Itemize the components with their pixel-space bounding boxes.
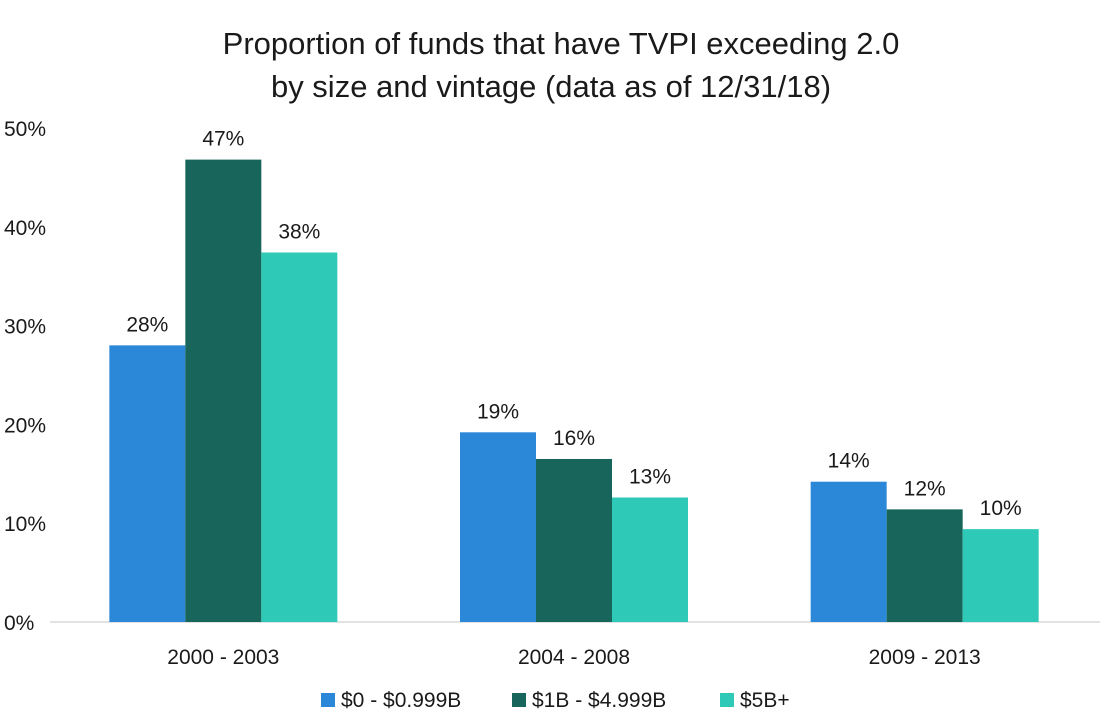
y-tick-label: 0% bbox=[4, 612, 34, 635]
legend-swatch bbox=[720, 693, 734, 707]
x-tick-label: 2009 - 2013 bbox=[869, 646, 981, 669]
bar bbox=[109, 345, 186, 622]
legend-label: $0 - $0.999B bbox=[341, 689, 461, 712]
data-label: 19% bbox=[477, 400, 519, 423]
bar bbox=[536, 458, 612, 622]
data-label: 14% bbox=[828, 450, 870, 473]
bar bbox=[810, 481, 887, 622]
y-tick-label: 10% bbox=[4, 513, 46, 536]
y-tick-label: 30% bbox=[4, 316, 46, 339]
data-label: 38% bbox=[278, 220, 320, 243]
bars-group: 28% 47% 38% 19% 16% 13% 14% 12% 10% bbox=[109, 128, 1039, 622]
x-tick-label: 2000 - 2003 bbox=[167, 646, 279, 669]
y-tick-label: 50% bbox=[4, 118, 46, 141]
bar bbox=[185, 159, 262, 622]
legend: $0 - $0.999B $1B - $4.999B $5B+ bbox=[321, 689, 790, 712]
data-label: 47% bbox=[202, 128, 244, 151]
y-tick-label: 20% bbox=[4, 414, 46, 437]
chart-title-line-2: by size and vintage (data as of 12/31/18… bbox=[271, 69, 831, 104]
bar bbox=[886, 509, 963, 622]
data-label: 16% bbox=[553, 427, 595, 450]
y-tick-label: 40% bbox=[4, 217, 46, 240]
bar bbox=[612, 497, 688, 622]
legend-label: $1B - $4.999B bbox=[532, 689, 666, 712]
legend-label: $5B+ bbox=[740, 689, 790, 712]
bar bbox=[962, 529, 1039, 622]
x-tick-label: 2004 - 2008 bbox=[518, 646, 630, 669]
data-label: 12% bbox=[904, 477, 946, 500]
legend-swatch bbox=[321, 693, 335, 707]
data-label: 13% bbox=[629, 466, 671, 489]
data-label: 10% bbox=[980, 497, 1022, 520]
data-label: 28% bbox=[126, 313, 168, 336]
bar bbox=[261, 252, 338, 622]
chart-title-line-1: Proportion of funds that have TVPI excee… bbox=[223, 26, 900, 61]
x-axis: 2000 - 2003 2004 - 2008 2009 - 2013 bbox=[167, 646, 980, 669]
bar bbox=[460, 432, 536, 622]
legend-swatch bbox=[512, 693, 526, 707]
